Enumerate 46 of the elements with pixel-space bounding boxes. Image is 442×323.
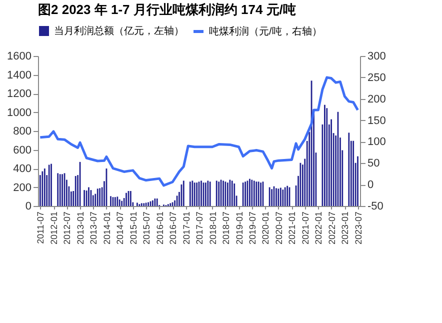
x-tick-label: 2016-01 [154, 212, 165, 245]
y-tick-label: 1400 [7, 69, 32, 82]
x-tick-label: 2017-01 [181, 212, 192, 245]
y2-tick-label: 0 [368, 179, 374, 192]
y2-tick-label: 150 [368, 114, 386, 127]
legend-label: 吨煤利润（元/吨，右轴） [209, 26, 322, 38]
x-tick-label: 2014-07 [115, 212, 126, 245]
x-tick-label: 2022-01 [314, 212, 324, 245]
x-tick-label: 2023-01 [340, 212, 350, 245]
chart-title: 图2 2023 年 1-7 月行业吨煤利润约 174 元/吨 [38, 2, 296, 17]
x-tick-label: 2023-07 [353, 212, 364, 245]
y-tick-label: 800 [13, 126, 32, 138]
x-tick-label: 2021-01 [287, 212, 298, 245]
y2-tick-label: 300 [368, 50, 386, 62]
y-tick-label: 200 [13, 182, 32, 194]
x-tick-label: 2020-01 [260, 212, 271, 245]
line-series [38, 76, 360, 187]
x-tick-label: 2014-01 [102, 212, 112, 245]
y-tick-label: 400 [13, 163, 32, 175]
x-tick-label: 2019-07 [247, 212, 258, 245]
y2-tick-label: 50 [368, 158, 380, 170]
y-tick-label: 600 [13, 144, 32, 156]
x-tick-label: 2020-07 [274, 212, 284, 245]
x-tick-label: 2017-07 [194, 212, 204, 245]
y-tick-label: 0 [25, 200, 32, 212]
x-tick-label: 2012-07 [62, 212, 72, 245]
y-tick-label: 1200 [7, 88, 32, 100]
x-tick-label: 2015-01 [128, 212, 138, 245]
x-tick-label: 2012-01 [49, 212, 60, 245]
y2-tick-label: -50 [368, 200, 384, 212]
x-tick-label: 2018-07 [220, 212, 231, 245]
x-tick-label: 2013-01 [76, 212, 86, 245]
x-tick-label: 2011-07 [36, 212, 46, 244]
x-tick-label: 2018-01 [208, 212, 218, 245]
y2-tick-label: 200 [368, 93, 386, 106]
y-tick-label: 1600 [7, 50, 32, 62]
y2-tick-label: 250 [368, 72, 386, 84]
x-tick-label: 2019-01 [234, 212, 244, 245]
x-tick-label: 2015-07 [142, 212, 152, 245]
x-tick-label: 2013-07 [88, 212, 99, 245]
legend-label: 当月利润总额（亿元，左轴） [54, 25, 184, 37]
y-tick-label: 1000 [7, 106, 32, 119]
x-tick-label: 2021-07 [300, 212, 310, 245]
x-tick-label: 2022-07 [326, 212, 337, 245]
x-tick-label: 2016-07 [168, 212, 178, 245]
y2-tick-label: 100 [368, 136, 386, 148]
